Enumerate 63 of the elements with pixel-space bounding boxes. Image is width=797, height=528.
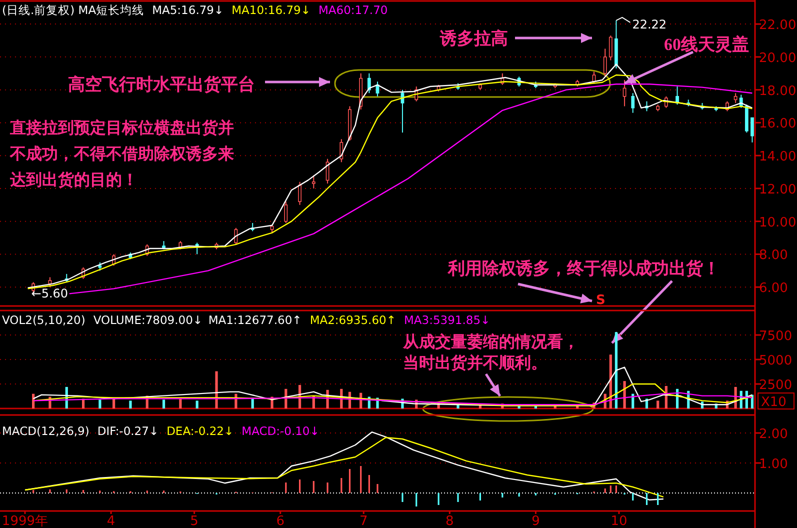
x-tick-label: 6 [276,514,284,528]
bar [656,400,660,408]
y-tick-label: 2500 [759,378,792,393]
text: MA60:17.70 [318,3,388,17]
bar [196,400,198,408]
annotation: 高空飞行时水平出货平台 [68,75,255,94]
candlestick [298,181,302,206]
annotation: VOLUME:7809.00↓ [93,313,203,327]
x-tick-label: 7 [359,514,368,528]
candlestick [367,72,371,94]
chart-title: VOL2(5,10,20) [2,313,86,327]
text: MACD(12,26,9) [2,424,90,438]
text: MA2:6935.60↑ [310,313,396,327]
annotation: ←5.60 [31,286,68,301]
x-tick-label: 8 [446,514,454,528]
text: DIF:-0.27↓ [97,424,159,438]
candlestick [284,201,288,224]
y-tick-label: 20.00 [759,50,796,66]
annotation: 22.22 [632,17,667,32]
y-tick-label: 5000 [759,354,792,368]
x-tick-label: 10 [610,514,628,528]
y-tick-label: 2.00 [759,427,788,442]
y-tick-label: 14.00 [759,150,796,165]
annotation: S [596,293,606,308]
y-tick-label: 10.00 [759,215,796,230]
annotation: MACD:-0.10↓ [242,424,320,438]
bar [129,400,132,408]
chart-title: (日线.前复权) MA短长均线 [2,3,144,17]
text: MA10:16.79↓ [232,3,310,17]
annotation: 利用除权诱多，终于得以成功出货！ [447,259,720,278]
x-tick-label: 4 [106,514,116,528]
candlestick [608,35,612,61]
x-tick-label: 5 [190,514,198,528]
text: DEA:-0.22↓ [166,424,234,438]
annotation: 直接拉到预定目标位横盘出货并不成功，不得不借助除权诱多来达到出货的目的！ [9,119,234,189]
candlestick [734,92,738,104]
y-tick-label: 18.00 [759,84,796,99]
y-tick-label: 6.00 [759,281,788,296]
candlestick [622,79,626,107]
x-tick-label: 9 [532,514,540,528]
text: MA5:16.79↓ [152,3,224,17]
y-tick-label: 16.00 [759,116,796,132]
candlestick [603,48,607,78]
candlestick [631,92,635,114]
annotation: 诱多拉高 [439,29,508,48]
annotation: 60线天灵盖 [664,34,749,54]
y-tick-label: 12.00 [759,182,796,198]
text: X10 [761,395,786,410]
y-tick-label: 8.00 [759,248,788,264]
candlestick [234,227,238,245]
line-series [32,392,753,406]
candlestick [312,174,316,189]
text: MA1:12677.60↑ [208,313,302,327]
candlestick [750,117,754,143]
bar [98,400,102,408]
bar [162,400,166,408]
y-tick-label: 22.00 [759,18,796,34]
x-tick-label: 1999年 [2,514,48,528]
y-tick-label: 1.00 [759,457,788,472]
y-tick-label: 7500 [759,329,792,344]
annotation: 从成交量萎缩的情况看，当时出货并不顺利。 [402,332,579,372]
bar [215,371,218,408]
text: MA3:5391.85↓ [404,313,490,327]
